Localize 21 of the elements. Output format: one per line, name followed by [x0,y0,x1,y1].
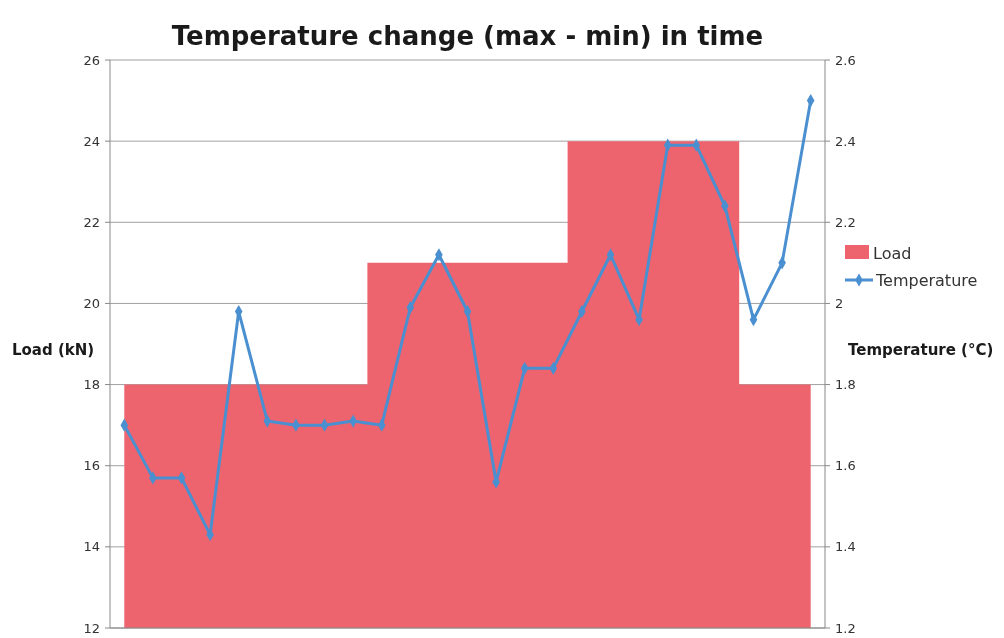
y2-tick-label: 1.8 [835,377,856,393]
y-tick-label: 12 [83,620,100,636]
y-axis-title: Load (kN) [12,341,95,359]
y-tick-label: 22 [83,214,100,230]
y2-tick-label: 1.6 [835,458,856,474]
y-tick-label: 24 [83,133,100,149]
y-tick-label: 26 [83,52,100,68]
y2-tick-label: 2.4 [835,133,856,149]
y2-tick-label: 2 [835,295,844,311]
y2-tick-label: 1.4 [835,539,856,555]
y2-tick-label: 2.2 [835,214,856,230]
y-tick-label: 18 [83,377,100,393]
chart-title: Temperature change (max - min) in time [171,21,764,51]
y-tick-label: 14 [83,539,100,555]
y-tick-label: 20 [83,295,100,311]
y2-tick-label: 2.6 [835,52,856,68]
y-tick-label: 16 [83,458,100,474]
y2-axis-title: Temperature (°C) [848,341,994,359]
y2-tick-label: 1.2 [835,620,856,636]
legend-label: Load [873,243,912,263]
legend-label: Temperature [875,270,978,290]
